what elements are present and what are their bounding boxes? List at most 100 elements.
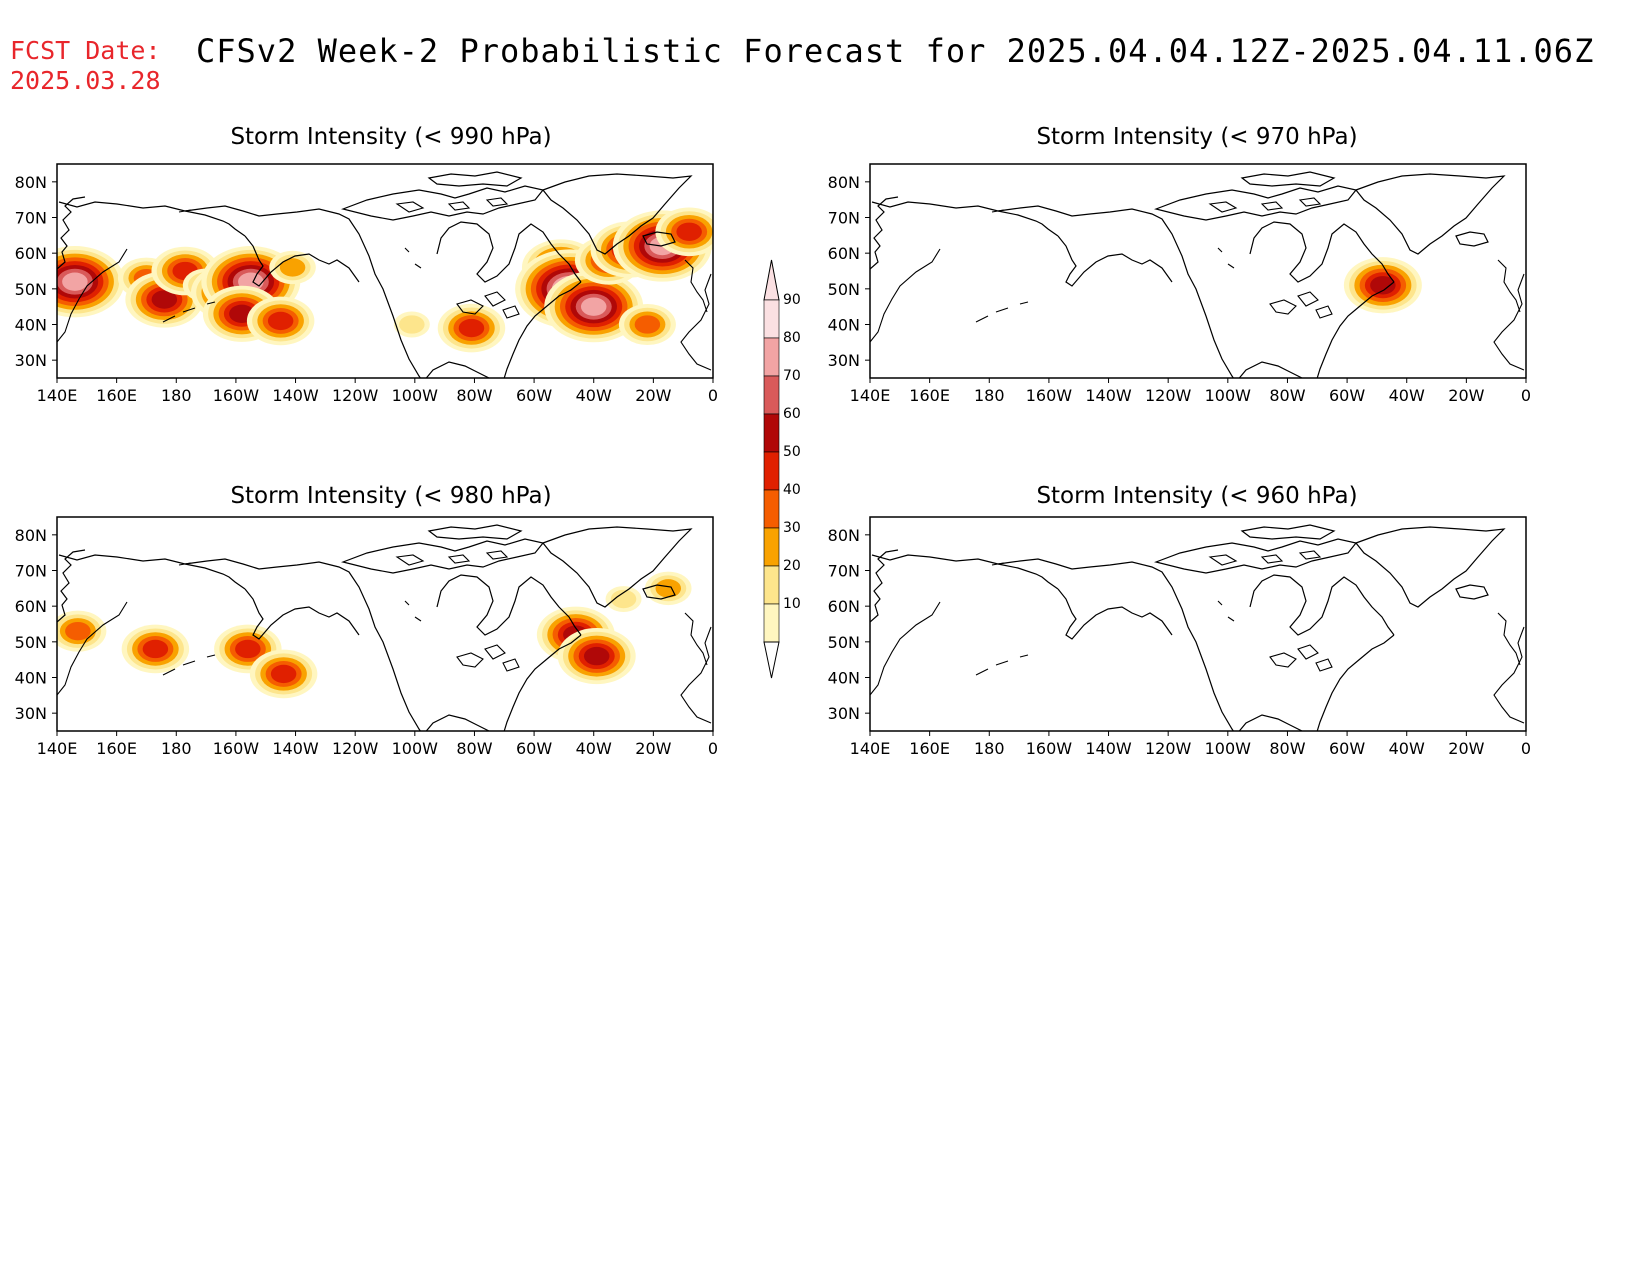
contour-fill (65, 621, 91, 641)
lon-tick-label: 100W (392, 739, 439, 758)
colorbar-label: 30 (783, 520, 801, 536)
map-panel-1: Storm Intensity (< 990 hPa) 140E 160E 180 16… (15, 124, 718, 405)
map-area (870, 171, 1525, 378)
probability-blob (605, 586, 642, 612)
lat-tick-label: 60N (828, 244, 860, 263)
lat-tick-label: 80N (828, 173, 860, 192)
lat-tick-label: 60N (15, 244, 47, 263)
lon-tick-label: 160E (96, 386, 137, 405)
colorbar-swatch (763, 337, 780, 377)
lon-tick-label: 180 (161, 386, 192, 405)
probability-blob (557, 628, 636, 685)
contour-fill (634, 315, 661, 334)
fcst-date-value: 2025.03.28 (10, 66, 161, 95)
contour-fill (270, 664, 297, 684)
contour-fill (676, 222, 702, 241)
lon-tick-label: 160E (909, 739, 950, 758)
lon-tick-label: 140E (37, 386, 78, 405)
lon-tick-label: 160E (909, 386, 950, 405)
lon-tick-label: 40W (576, 739, 612, 758)
colorbar-swatch (763, 527, 780, 567)
lon-tick-label: 0 (708, 386, 718, 405)
contour-fill (655, 579, 682, 598)
colorbar-label: 90 (783, 292, 801, 308)
probability-blob (121, 624, 190, 674)
lon-tick-label: 180 (974, 386, 1005, 405)
lon-tick-label: 60W (1329, 386, 1365, 405)
probability-blob (437, 303, 506, 353)
contour-fill (151, 290, 178, 309)
lon-tick-label: 20W (1448, 739, 1484, 758)
lat-tick-label: 70N (828, 562, 860, 581)
lon-tick-label: 80W (1269, 386, 1305, 405)
colorbar-swatch (763, 489, 780, 529)
lon-tick-label: 100W (392, 386, 439, 405)
colorbar-bottom-arrow (763, 641, 780, 679)
lon-tick-label: 140E (850, 739, 891, 758)
panel-title: Storm Intensity (< 980 hPa) (230, 483, 551, 509)
lon-tick-label: 80W (1269, 739, 1305, 758)
map-panel-4: Storm Intensity (< 960 hPa) 140E 160E 180 16… (828, 483, 1531, 758)
contour-fill (583, 646, 610, 666)
contour-fill (610, 589, 637, 609)
main-title: CFSv2 Week-2 Probabilistic Forecast for … (196, 32, 1595, 70)
panel-title: Storm Intensity (< 970 hPa) (1036, 124, 1357, 150)
colorbar-label: 40 (783, 482, 801, 498)
panel-title: Storm Intensity (< 990 hPa) (230, 124, 551, 150)
map-frame (869, 516, 1527, 732)
probability-blob (246, 296, 315, 346)
lat-tick-label: 50N (828, 633, 860, 652)
lon-tick-label: 0 (1521, 386, 1531, 405)
lon-tick-label: 160E (96, 739, 137, 758)
lon-tick-label: 160W (1026, 739, 1073, 758)
colorbar-swatch (763, 413, 780, 453)
probability-blob (645, 571, 692, 606)
lon-tick-label: 140E (850, 386, 891, 405)
probability-blob (544, 271, 644, 343)
contour-fill (62, 272, 88, 291)
lon-tick-label: 120W (332, 739, 379, 758)
colorbar-label: 10 (783, 596, 801, 612)
probability-blob (57, 246, 125, 318)
colorbar: 90 80 70 60 50 40 30 20 10 (763, 259, 801, 679)
lat-tick-label: 70N (15, 209, 47, 228)
coastline (870, 524, 1525, 731)
colorbar-top-arrow (763, 259, 780, 301)
contour-fill (235, 639, 261, 659)
lat-tick-label: 50N (15, 633, 47, 652)
contour-fill (580, 297, 607, 316)
map-frame (56, 516, 714, 732)
lon-tick-label: 40W (1389, 386, 1425, 405)
contour-fill (458, 318, 485, 338)
map-area (870, 524, 1525, 731)
colorbar-label: 70 (783, 368, 801, 384)
lat-tick-label: 30N (828, 704, 860, 723)
map-area (57, 171, 713, 378)
lat-tick-label: 40N (15, 669, 47, 688)
lon-tick-label: 120W (1145, 386, 1192, 405)
contour-fill (142, 639, 169, 659)
lat-tick-label: 80N (15, 173, 47, 192)
lon-tick-label: 140W (1085, 386, 1132, 405)
map-panel-2: Storm Intensity (< 970 hPa) 140E 160E 180 16… (828, 124, 1531, 405)
map-area (57, 524, 712, 731)
contour-fill (399, 315, 425, 334)
coastline (870, 171, 1525, 378)
lat-tick-label: 80N (15, 526, 47, 545)
probability-blob (57, 610, 107, 652)
lon-tick-label: 20W (635, 739, 671, 758)
lon-tick-label: 0 (1521, 739, 1531, 758)
colorbar-swatch (763, 375, 780, 415)
panel-title: Storm Intensity (< 960 hPa) (1036, 483, 1357, 509)
lon-tick-label: 80W (456, 386, 492, 405)
lat-tick-label: 40N (828, 669, 860, 688)
lat-tick-label: 50N (828, 280, 860, 299)
lon-tick-label: 100W (1205, 739, 1252, 758)
lon-tick-label: 140W (272, 386, 319, 405)
lon-tick-label: 140W (1085, 739, 1132, 758)
lon-tick-label: 180 (974, 739, 1005, 758)
colorbar-label: 60 (783, 406, 801, 422)
contour-fill (279, 258, 306, 277)
lon-tick-label: 20W (1448, 386, 1484, 405)
